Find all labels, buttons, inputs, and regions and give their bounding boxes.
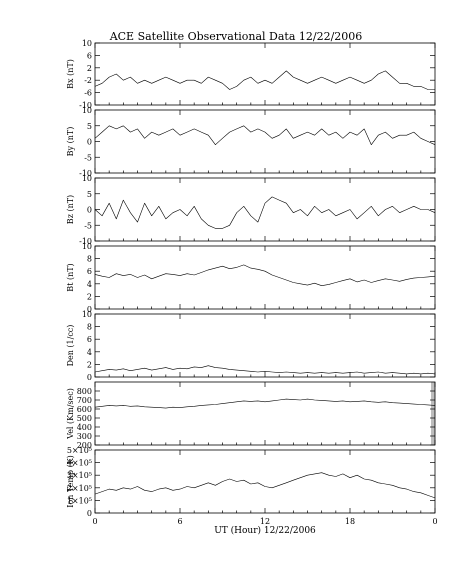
temp-ytick-label: 4×10⁵ (67, 459, 92, 468)
bt-ytick-label: 2 (87, 292, 92, 301)
temp-ytick-label: 5×10⁵ (67, 446, 92, 455)
bt-ytick-label: 4 (87, 280, 92, 289)
bt-ylabel: Bt (nT) (66, 263, 75, 291)
by-ylabel: By (nT) (66, 127, 75, 157)
bt-ytick-label: 0 (87, 305, 92, 314)
temp-trace (94, 472, 436, 499)
vel-frame (94, 381, 436, 446)
bt-ytick-label: 6 (87, 267, 92, 276)
bz-ytick-label: -10 (79, 237, 92, 246)
vel-data-gap (431, 382, 435, 445)
den-ytick-label: 10 (82, 310, 92, 319)
bz-ylabel: Bz (nT) (66, 195, 75, 224)
den-ytick-label: 6 (87, 335, 92, 344)
panels: 10 6 2 -2 -6 -10 Bx (nT) 10 5 0 -5 -10 By (nT) 10 5 0 -5… (66, 39, 438, 526)
bx-ylabel: Bx (nT) (66, 59, 75, 89)
vel-ytick-label: 300 (77, 432, 92, 441)
vel-ytick-label: 200 (77, 441, 92, 450)
x-axis-label: UT (Hour) 12/22/2006 (214, 525, 316, 536)
vel-ytick-label: 600 (77, 405, 92, 414)
vel-ylabel: Vel (Km/sec) (66, 388, 75, 440)
vel-ytick-label: 500 (77, 414, 92, 423)
by-ytick-label: 5 (87, 122, 92, 131)
bx-ytick-label: -2 (84, 76, 92, 85)
vel-trace (94, 398, 436, 409)
den-ytick-label: 4 (87, 348, 92, 357)
bx-ytick-label: -6 (84, 89, 92, 98)
den-trace (94, 365, 436, 375)
x-tick-label: 6 (177, 517, 182, 526)
bz-ytick-label: 5 (87, 190, 92, 199)
x-tick-label: 12 (260, 517, 270, 526)
temp-ylabel: Ion Temp (K) (66, 455, 75, 508)
bx-frame (94, 42, 436, 106)
vel-ytick-label: 800 (77, 387, 92, 396)
by-ytick-label: 0 (87, 138, 92, 147)
bx-ytick-label: 2 (87, 64, 92, 73)
panel-bt: 10 8 6 4 2 0 Bt (nT) (66, 242, 436, 314)
bt-ytick-label: 10 (82, 242, 92, 251)
x-tick-label: 18 (345, 517, 355, 526)
temp-ytick-label: 2×10⁵ (67, 484, 92, 493)
temp-frame (94, 449, 436, 514)
vel-ytick-label: 400 (77, 423, 92, 432)
temp-ytick-label: 1×10⁵ (67, 496, 92, 505)
bx-trace (94, 70, 435, 90)
x-tick-label: 0 (92, 517, 97, 526)
by-ytick-label: -5 (84, 153, 92, 162)
den-ytick-label: 8 (87, 323, 92, 332)
den-frame (94, 313, 436, 378)
bz-ytick-label: 0 (87, 206, 92, 215)
panel-bz: 10 5 0 -5 -10 Bz (nT) (66, 174, 436, 246)
den-ylabel: Den (1/cc) (66, 325, 75, 367)
by-trace (94, 125, 436, 145)
bz-ytick-label: -5 (84, 221, 92, 230)
figure-title: ACE Satellite Observational Data 12/22/2… (109, 30, 363, 43)
bz-frame (94, 177, 436, 242)
by-ytick-label: 10 (82, 106, 92, 115)
bt-ytick-label: 8 (87, 255, 92, 264)
by-frame (94, 109, 436, 174)
den-ytick-label: 2 (87, 360, 92, 369)
panel-bx: 10 6 2 -2 -6 -10 Bx (nT) (66, 39, 436, 110)
temp-ytick-label: 3×10⁵ (67, 471, 92, 480)
bx-ytick-label: -10 (79, 101, 92, 110)
by-ytick-label: -10 (79, 169, 92, 178)
bt-trace (94, 264, 436, 286)
bx-ytick-label: 6 (87, 51, 92, 60)
vel-ytick-label: 700 (77, 396, 92, 405)
panel-den: 10 8 6 4 2 0 Den (1/cc) (66, 310, 436, 382)
panel-by: 10 5 0 -5 -10 By (nT) (66, 106, 436, 178)
bz-ytick-label: 10 (82, 174, 92, 183)
den-ytick-label: 0 (87, 373, 92, 382)
bx-ytick-label: 10 (82, 39, 92, 48)
temp-ytick-label: 0 (87, 509, 92, 518)
x-tick-label: 0 (432, 517, 437, 526)
bt-frame (94, 245, 436, 310)
bz-trace (94, 196, 436, 229)
